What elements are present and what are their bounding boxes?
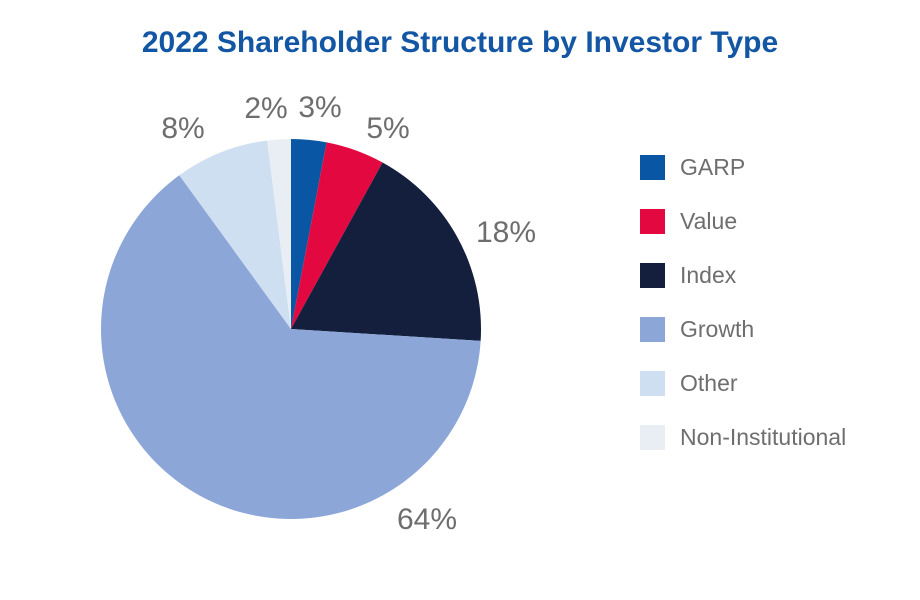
legend-label: Non-Institutional [680, 424, 847, 450]
data-label-growth: 64% [396, 503, 458, 536]
pie-slice-index [291, 162, 482, 341]
pie-slice-value [291, 142, 383, 329]
pie-slice-non-institutional [267, 139, 291, 329]
legend-item-garp: GARP [640, 155, 846, 180]
legend-label: Index [680, 262, 737, 288]
data-label-garp: 3% [298, 91, 342, 124]
legend-label: GARP [680, 154, 746, 180]
legend-label: Growth [680, 316, 755, 342]
legend: GARP Value Index Growth Other Non-Institution… [640, 155, 846, 450]
legend-item-growth: Growth [640, 317, 846, 342]
data-label-non-institutional: 2% [244, 92, 288, 125]
legend-item-non-institutional: Non-Institutional [640, 425, 846, 450]
legend-item-value: Value [640, 209, 846, 234]
legend-swatch-icon [640, 209, 665, 234]
legend-item-index: Index [640, 263, 846, 288]
legend-swatch-icon [640, 425, 665, 450]
pie-slice-other [179, 140, 291, 329]
legend-swatch-icon [640, 263, 665, 288]
data-label-index: 18% [475, 216, 537, 249]
legend-label: Value [680, 208, 738, 234]
legend-swatch-icon [640, 371, 665, 396]
legend-swatch-icon [640, 155, 665, 180]
legend-item-other: Other [640, 371, 846, 396]
data-label-value: 5% [366, 112, 410, 145]
chart-title: 2022 Shareholder Structure by Investor T… [141, 26, 779, 59]
pie-slice-growth [101, 175, 481, 519]
pie-slice-garp [291, 139, 327, 329]
data-label-other: 8% [161, 112, 205, 145]
legend-label: Other [680, 370, 738, 396]
legend-swatch-icon [640, 317, 665, 342]
